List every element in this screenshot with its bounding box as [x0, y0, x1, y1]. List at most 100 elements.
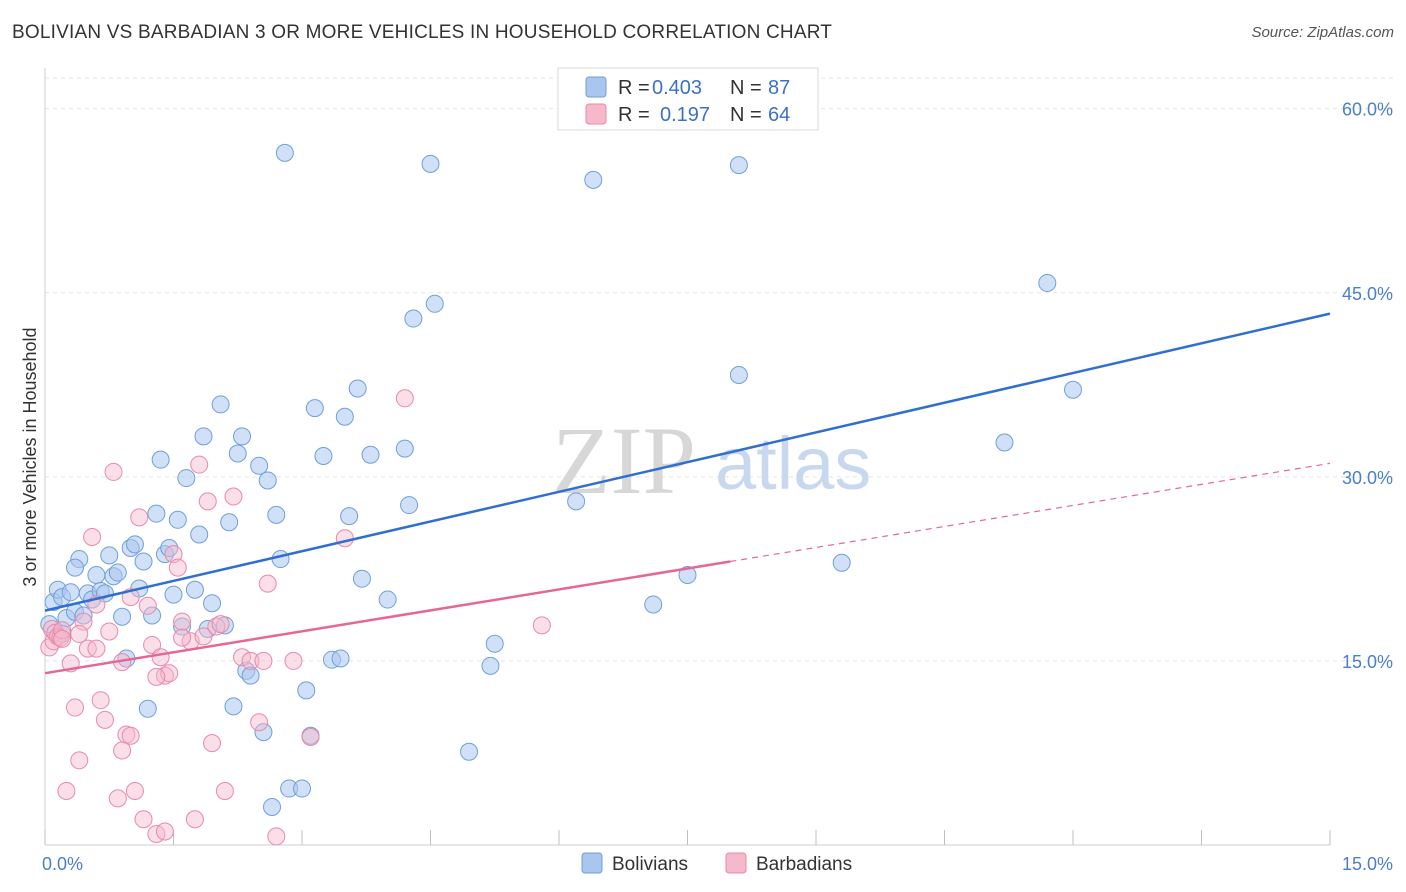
bolivian-point: [233, 427, 252, 446]
barbadian-point: [173, 628, 192, 647]
bolivian-point: [678, 566, 697, 585]
barbadian-point: [113, 741, 132, 760]
barbadian-point: [143, 635, 162, 654]
barbadian-point: [215, 782, 234, 801]
barbadian-point: [65, 698, 84, 717]
bolivian-point: [1038, 273, 1057, 292]
bolivian-point: [275, 143, 294, 162]
legend-n-label-barbadians: N =: [730, 104, 762, 126]
barbadian-point: [284, 651, 303, 670]
bolivian-point: [1064, 380, 1082, 399]
barbadian-point: [147, 667, 166, 686]
y-tick-label: 15.0%: [1342, 652, 1393, 672]
bolivian-point: [404, 309, 423, 328]
y-axis-label: 3 or more Vehicles in Household: [20, 327, 40, 586]
bolivian-point: [485, 634, 504, 653]
bolivian-point: [425, 294, 444, 313]
legend-r-value-bolivians: 0.403: [652, 77, 702, 99]
bolivian-point: [143, 606, 162, 625]
barbadian-point: [155, 822, 174, 841]
bolivian-point: [729, 156, 748, 175]
bolivian-point: [138, 699, 157, 718]
barbadians-trend-line: [44, 560, 731, 675]
barbadian-point: [100, 622, 119, 641]
source-credit: Source: ZipAtlas.com: [1251, 24, 1394, 41]
bolivian-point: [421, 154, 440, 173]
bolivian-point: [729, 365, 748, 384]
legend-n-value-bolivians: 87: [768, 77, 790, 99]
bolivian-point: [644, 595, 663, 614]
bolivian-point: [348, 379, 367, 398]
bolivian-point: [995, 433, 1014, 452]
bolivian-point: [378, 590, 397, 609]
barbadian-point: [104, 462, 123, 481]
bolivian-point: [241, 666, 260, 685]
y-tick-label: 45.0%: [1342, 284, 1393, 304]
bolivian-point: [395, 439, 414, 458]
bolivian-point: [481, 656, 500, 675]
barbadian-point: [164, 545, 183, 564]
bolivian-point: [267, 505, 286, 524]
watermark: ZIP atlas: [552, 407, 871, 514]
bolivian-point: [113, 607, 132, 626]
barbadian-point: [95, 710, 114, 729]
legend-swatch-bolivians: [585, 76, 607, 98]
bolivian-point: [224, 697, 243, 716]
barbadian-point: [125, 782, 144, 801]
watermark-atlas: atlas: [715, 422, 871, 505]
bolivian-point: [164, 585, 183, 604]
bolivian-point: [203, 594, 222, 613]
barbadian-point: [108, 789, 127, 808]
trend-lines: [44, 312, 1331, 675]
legend-swatch-barbadians: [585, 103, 607, 125]
barbadian-point: [198, 492, 217, 511]
bolivian-point: [293, 779, 311, 798]
bolivian-point: [271, 550, 290, 569]
bolivian-point: [263, 797, 282, 816]
bottom-legend-swatch-bolivians: [581, 852, 603, 874]
bolivian-point: [61, 583, 80, 602]
bottom-legend-label-bolivians: Bolivians: [612, 854, 688, 875]
barbadian-point: [130, 508, 149, 527]
x-tick-label-min: 0.0%: [42, 854, 83, 874]
grid: [45, 77, 1393, 662]
barbadian-point: [211, 615, 230, 634]
legend-n-value-barbadians: 64: [768, 104, 790, 126]
barbadian-point: [335, 529, 354, 548]
bolivian-point: [74, 606, 93, 625]
bolivian-point: [400, 496, 419, 515]
bolivian-point: [228, 444, 247, 463]
bolivian-point: [258, 471, 277, 490]
barbadian-point: [83, 527, 102, 546]
legend-r-label-barbadians: R =: [618, 104, 650, 126]
barbadian-point: [57, 782, 76, 801]
legend-r-value-barbadians: 0.197: [660, 104, 710, 126]
bolivian-point: [185, 580, 204, 599]
bolivian-point: [125, 535, 144, 554]
barbadian-point: [532, 616, 551, 635]
y-tick-label: 60.0%: [1342, 100, 1393, 120]
barbadian-point: [224, 487, 243, 506]
bolivian-point: [335, 407, 354, 426]
barbadian-point: [70, 624, 89, 643]
barbadian-point: [91, 691, 110, 710]
x-tick-label-max: 15.0%: [1342, 854, 1393, 874]
bolivians-trend-line: [44, 312, 1331, 612]
legend-r-label-bolivians: R =: [618, 77, 650, 99]
bolivian-point: [254, 723, 273, 742]
barbadian-point: [258, 574, 277, 593]
barbadian-point: [134, 810, 153, 829]
axes: [44, 68, 1331, 846]
bolivian-point: [832, 553, 851, 572]
barbadian-point: [121, 726, 140, 745]
bolivian-point: [584, 170, 603, 189]
barbadian-point: [70, 751, 89, 770]
bolivian-point: [168, 510, 187, 529]
legend-n-label-bolivians: N =: [730, 77, 762, 99]
bolivian-point: [108, 563, 127, 582]
bolivian-point: [100, 546, 119, 565]
barbadians-points: [40, 389, 551, 846]
series-legend: Bolivians Barbadians: [581, 852, 852, 875]
barbadian-point: [250, 713, 269, 732]
tick-labels: 15.0% 30.0% 45.0% 60.0% 0.0% 15.0%: [42, 100, 1393, 874]
